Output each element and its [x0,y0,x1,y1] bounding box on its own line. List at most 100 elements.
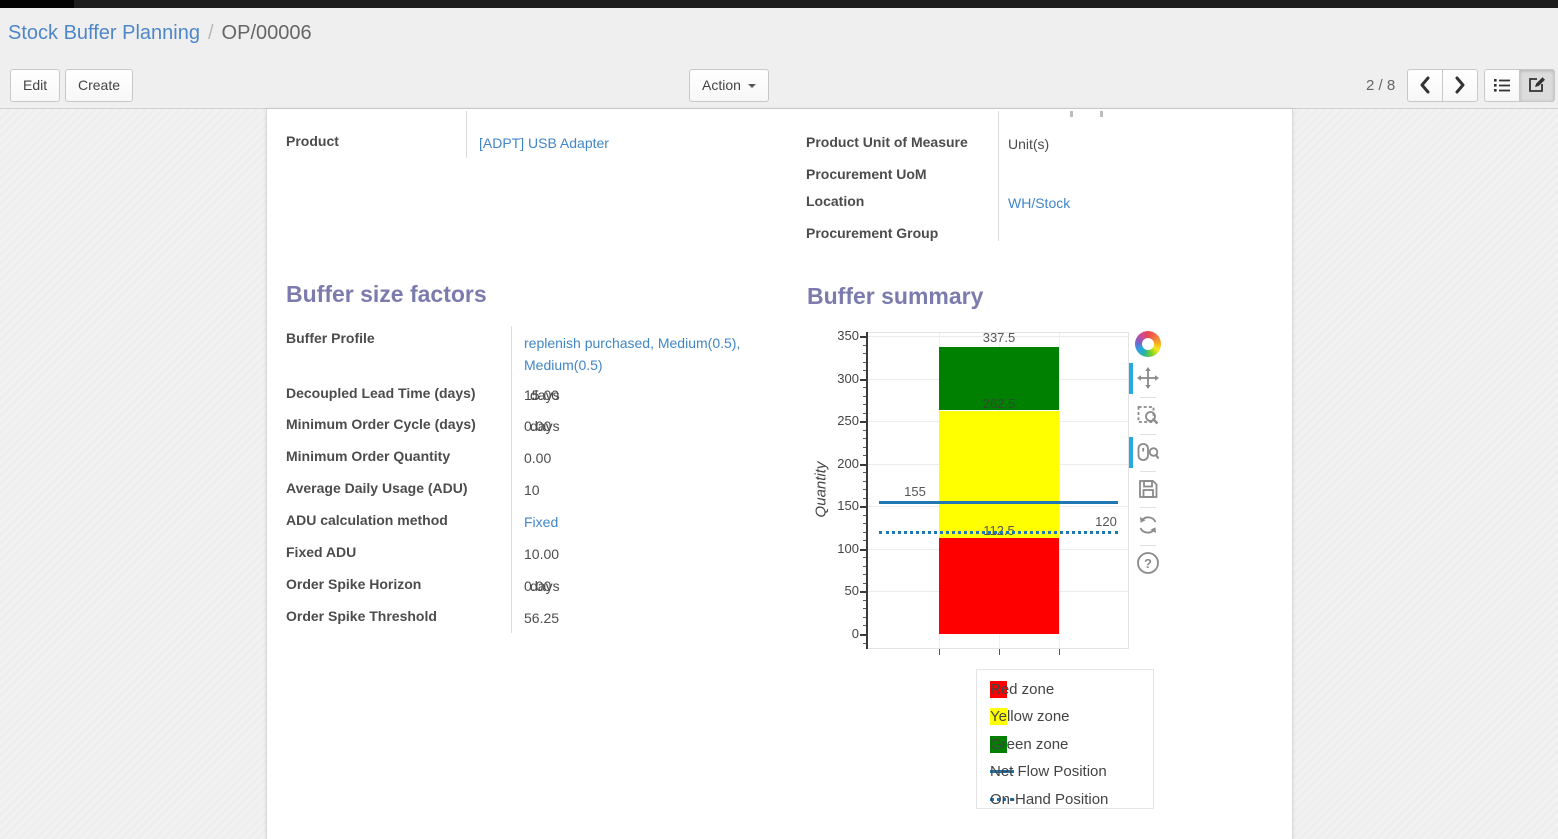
reset-icon[interactable] [1136,513,1160,537]
pager-next-button[interactable] [1442,69,1478,102]
y-axis-minor-tick [863,557,866,558]
breadcrumb-separator: / [207,22,214,44]
zone-boundary-label: 112.5 [983,523,1015,538]
toolbar-separator [1140,507,1156,508]
on-hand-position-line [879,531,1118,534]
y-axis-tick-label: 250 [837,413,859,428]
y-axis-tick-label: 150 [837,498,859,513]
caret-down-icon [747,84,756,89]
buffer-summary-title: Buffer summary [807,283,984,309]
view-switcher [1484,69,1555,102]
field-label: Procurement Group [806,225,939,241]
y-axis-minor-tick [863,438,866,439]
x-axis-tick [939,649,940,655]
action-dropdown-button[interactable]: Action [689,69,769,102]
y-axis-minor-tick [863,643,866,644]
pager-previous-button[interactable] [1407,69,1443,102]
edit-button[interactable]: Edit [10,69,61,102]
chart-legend: Red zone Yellow zone Green zone Net Flow Po… [976,669,1154,809]
form-view-icon [1529,77,1545,92]
top-navbar [0,0,1558,8]
y-axis-major-tick [860,506,866,508]
toolbar-separator [1140,397,1156,398]
bokeh-logo[interactable] [1135,331,1161,357]
y-axis-major-tick [860,549,866,551]
field-label: Order Spike Threshold [286,608,437,624]
y-axis-minor-tick [863,447,866,448]
legend-label: On-Hand Position [990,790,1109,808]
yellow-zone [939,410,1059,539]
field-label: Average Daily Usage (ADU) [286,480,468,496]
field-label: Product Unit of Measure [806,134,968,150]
field-text: 0.00 [524,450,552,466]
wheel-zoom-icon[interactable] [1136,440,1160,464]
y-axis-minor-tick [863,532,866,533]
y-axis-minor-tick [863,404,866,405]
buffer-size-factors-title: Buffer size factors [286,281,487,307]
y-axis-minor-tick [863,574,866,575]
field-separator [998,111,999,241]
buffer-summary-chart: 0 50 100 150 200 250 300 350 Quantity 112.5 262.5 3… [807,319,1187,659]
save-icon[interactable] [1136,477,1160,501]
y-axis-minor-tick [863,489,866,490]
chevron-left-icon [1420,76,1430,94]
y-axis-minor-tick [863,625,866,626]
legend-swatch [990,680,1007,698]
help-icon[interactable]: ? [1136,551,1160,575]
field-link[interactable]: Fixed [524,514,559,530]
x-axis-tick [1059,649,1060,655]
y-axis-major-tick [860,634,866,636]
field-suffix: days [530,418,560,434]
field-separator [466,111,467,158]
y-axis-tick-label: 200 [837,456,859,471]
legend-label: Red zone [990,680,1055,698]
net-flow-position-line [879,501,1118,504]
y-axis-minor-tick [863,566,866,567]
y-axis-minor-tick [863,600,866,601]
field-separator [511,326,512,633]
toolbar-separator [1140,471,1156,472]
green-zone [939,346,1059,411]
y-axis-minor-tick [863,608,866,609]
y-axis-line [866,332,868,649]
pan-icon[interactable] [1136,366,1160,390]
toolbar-separator [1140,434,1156,435]
y-axis-minor-tick [863,498,866,499]
form-view-background: Buffer size factors Buffer summary 0 50 10… [0,109,1558,839]
y-axis-minor-tick [863,413,866,414]
legend-label: Green zone [990,735,1069,753]
y-axis-minor-tick [863,515,866,516]
field-link[interactable]: replenish purchased, Medium(0.5), Medium… [524,335,741,373]
field-text: Unit(s) [1008,136,1050,152]
list-view-button[interactable] [1484,69,1520,102]
y-axis-minor-tick [863,362,866,363]
y-axis-minor-tick [863,481,866,482]
y-axis-major-tick [860,421,866,423]
y-axis-minor-tick [863,396,866,397]
field-link[interactable]: WH/Stock [1008,195,1071,211]
field-label: ADU calculation method [286,512,448,528]
legend-swatch [990,735,1007,753]
zone-boundary-label: 337.5 [982,330,1016,345]
legend-solid-line [990,770,1014,773]
field-label: Order Spike Horizon [286,576,422,592]
field-text: 15.00 [524,387,560,403]
y-axis-tick-label: 300 [837,371,859,386]
top-navbar-active-segment [0,0,74,8]
pager-nav [1407,69,1478,102]
y-axis-minor-tick [863,540,866,541]
y-axis-minor-tick [863,353,866,354]
field-link[interactable]: [ADPT] USB Adapter [479,135,609,151]
field-text: 56.25 [524,610,560,626]
clipped-text-artifact [1070,111,1073,117]
box-zoom-icon[interactable] [1136,403,1160,427]
field-label: Decoupled Lead Time (days) [286,385,476,401]
breadcrumb-parent-link[interactable]: Stock Buffer Planning [8,22,200,44]
chevron-right-icon [1455,76,1465,94]
field-suffix: days [530,387,560,403]
form-view-button[interactable] [1519,69,1555,102]
line-value-label: 155 [904,484,926,499]
y-axis-minor-tick [863,455,866,456]
create-button[interactable]: Create [65,69,134,102]
field-label: Location [806,193,865,209]
